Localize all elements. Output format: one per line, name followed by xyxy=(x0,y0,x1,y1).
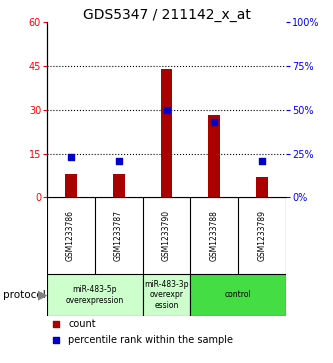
Bar xyxy=(161,69,172,197)
Bar xyxy=(47,274,143,315)
Text: miR-483-3p
overexpr
ession: miR-483-3p overexpr ession xyxy=(144,280,189,310)
Point xyxy=(116,158,121,163)
Point xyxy=(54,321,59,327)
Text: control: control xyxy=(225,290,252,299)
Point xyxy=(54,337,59,343)
Point xyxy=(260,158,265,163)
Title: GDS5347 / 211142_x_at: GDS5347 / 211142_x_at xyxy=(83,8,250,22)
Text: GSM1233787: GSM1233787 xyxy=(114,211,123,261)
Bar xyxy=(113,174,125,197)
Bar xyxy=(190,274,286,315)
Text: ▶: ▶ xyxy=(38,289,48,301)
Text: count: count xyxy=(68,319,96,329)
Text: GSM1233786: GSM1233786 xyxy=(66,211,75,261)
Text: GSM1233788: GSM1233788 xyxy=(210,211,219,261)
Point xyxy=(212,119,217,125)
Point xyxy=(164,107,169,113)
Bar xyxy=(143,274,190,315)
Text: GSM1233790: GSM1233790 xyxy=(162,210,171,261)
Text: miR-483-5p
overexpression: miR-483-5p overexpression xyxy=(66,285,124,305)
Bar xyxy=(256,177,268,197)
Text: GSM1233789: GSM1233789 xyxy=(258,211,267,261)
Bar xyxy=(208,115,220,197)
Text: protocol: protocol xyxy=(3,290,46,300)
Bar xyxy=(65,174,77,197)
Text: percentile rank within the sample: percentile rank within the sample xyxy=(68,335,233,345)
Point xyxy=(68,154,73,160)
